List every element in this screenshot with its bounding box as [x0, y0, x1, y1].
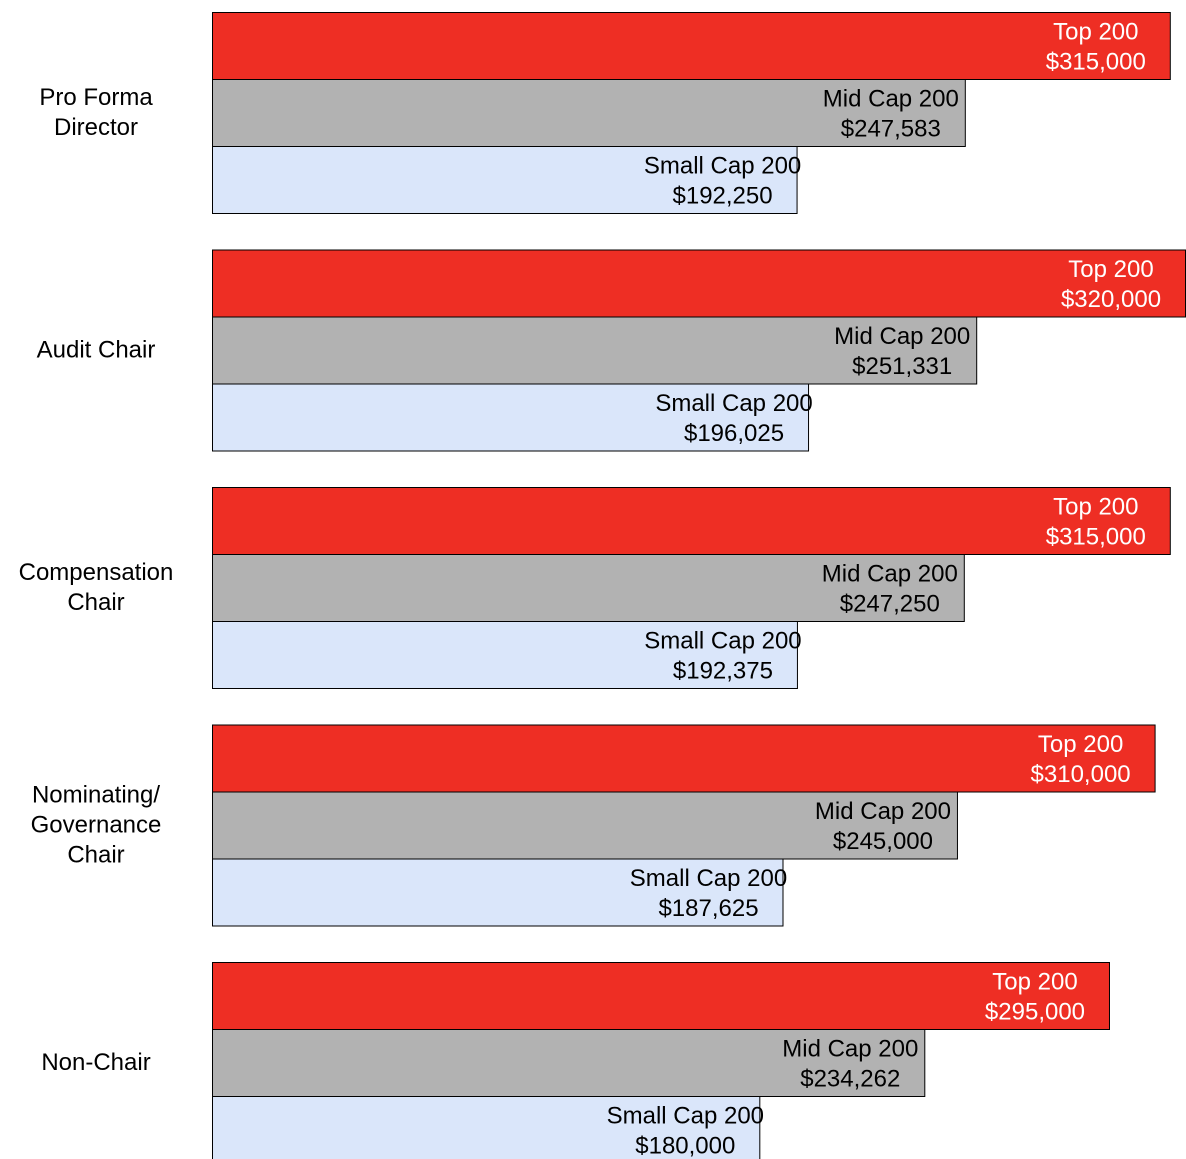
category-label: Director — [54, 114, 138, 141]
bar-series-label: Mid Cap 200 — [834, 323, 970, 350]
bar — [213, 963, 1110, 1030]
category-label: Chair — [67, 842, 124, 869]
bar-value-label: $187,625 — [658, 895, 758, 922]
bar-value-label: $192,375 — [673, 658, 773, 685]
bar-series-label: Small Cap 200 — [630, 865, 787, 892]
bar-value-label: $196,025 — [684, 420, 784, 447]
bar-value-label: $295,000 — [985, 999, 1085, 1026]
bar-value-label: $251,331 — [852, 353, 952, 380]
bar-value-label: $234,262 — [800, 1066, 900, 1093]
bar-series-label: Small Cap 200 — [655, 390, 812, 417]
bar-series-label: Mid Cap 200 — [823, 86, 959, 113]
bar-series-label: Mid Cap 200 — [815, 798, 951, 825]
bar-series-label: Small Cap 200 — [607, 1103, 764, 1130]
bar-series-label: Top 200 — [1053, 19, 1138, 46]
category-label: Audit Chair — [37, 337, 156, 364]
bar-series-label: Top 200 — [1068, 256, 1153, 283]
bar-series-label: Small Cap 200 — [644, 153, 801, 180]
category-label: Pro Forma — [39, 84, 153, 111]
category-label: Non-Chair — [41, 1049, 150, 1076]
category-label: Governance — [31, 812, 162, 839]
bar-series-label: Top 200 — [1038, 731, 1123, 758]
bar — [213, 13, 1171, 80]
bar-series-label: Mid Cap 200 — [822, 561, 958, 588]
bar-series-label: Mid Cap 200 — [782, 1036, 918, 1063]
bar-value-label: $315,000 — [1046, 524, 1146, 551]
bar — [213, 488, 1171, 555]
category-label: Compensation — [19, 559, 174, 586]
category-label: Chair — [67, 589, 124, 616]
bar — [213, 725, 1156, 792]
bar-value-label: $247,250 — [840, 591, 940, 618]
bar-value-label: $245,000 — [833, 828, 933, 855]
bar-value-label: $247,583 — [841, 116, 941, 143]
bar-value-label: $310,000 — [1031, 761, 1131, 788]
bar-series-label: Top 200 — [992, 969, 1077, 996]
bar-value-label: $180,000 — [635, 1133, 735, 1159]
bar-series-label: Top 200 — [1053, 494, 1138, 521]
bar — [213, 250, 1186, 317]
category-label: Nominating/ — [32, 782, 160, 809]
bar-value-label: $192,250 — [673, 183, 773, 210]
bar-value-label: $320,000 — [1061, 286, 1161, 313]
bar-value-label: $315,000 — [1046, 49, 1146, 76]
bar-series-label: Small Cap 200 — [644, 628, 801, 655]
